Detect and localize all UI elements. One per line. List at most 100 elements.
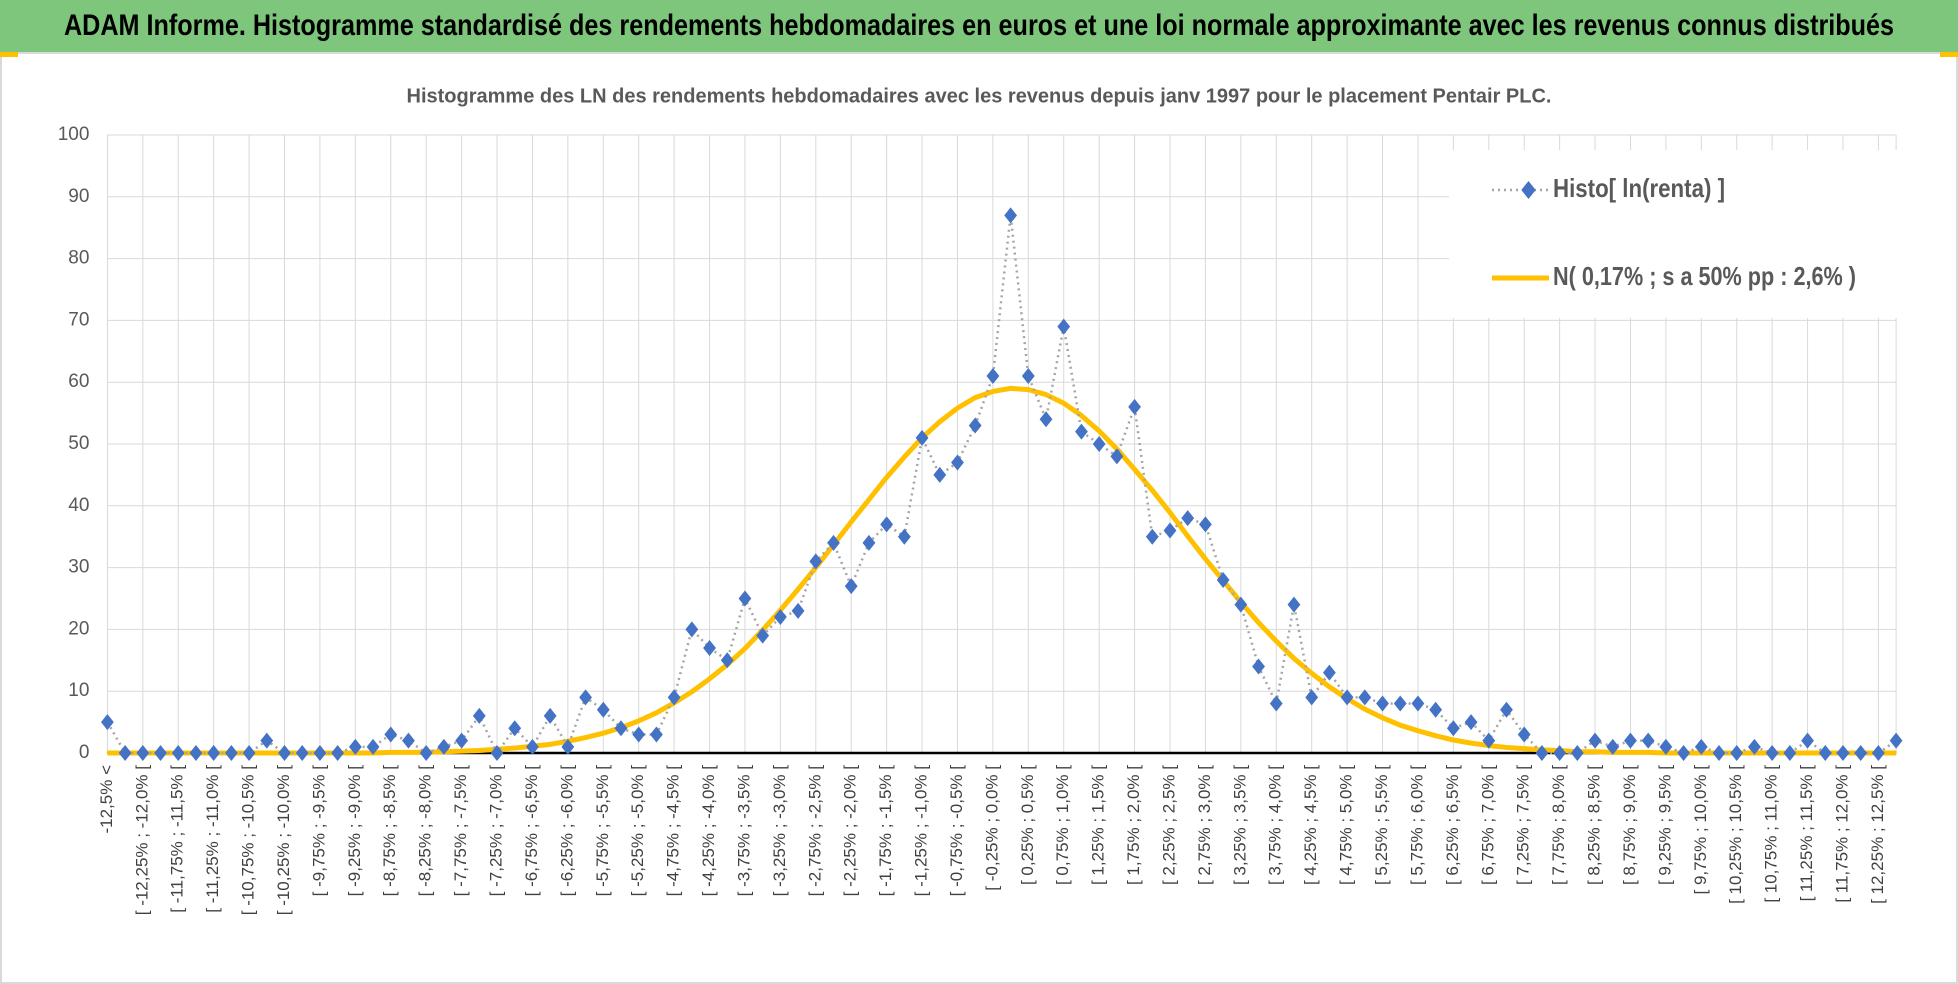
- x-tick-label: [ 1,75% ; 2,0% [: [1124, 765, 1143, 885]
- y-tick-label: 30: [68, 557, 89, 578]
- y-tick-label: 90: [68, 186, 89, 207]
- y-tick-label: 10: [68, 680, 89, 701]
- data-point: [1216, 571, 1230, 588]
- data-point: [968, 417, 982, 434]
- x-tick-label: [ -9,25% ; -9,0% [: [345, 765, 364, 897]
- corner: [1940, 52, 1958, 57]
- x-tick-label: [ 12,25% ; 12,5% [: [1868, 765, 1887, 904]
- x-tick-label: -12,5% <: [97, 765, 116, 834]
- data-point: [1659, 738, 1673, 755]
- x-tick-label: [ -6,25% ; -6,0% [: [557, 765, 576, 897]
- data-point: [1836, 745, 1850, 761]
- x-tick-label: [ 3,25% ; 3,5% [: [1230, 765, 1249, 885]
- data-point: [1535, 745, 1549, 761]
- data-point: [1748, 738, 1761, 755]
- data-point: [1234, 596, 1248, 613]
- data-point: [1305, 689, 1319, 706]
- data-point: [402, 732, 415, 749]
- data-point: [1075, 423, 1088, 440]
- data-point: [1854, 745, 1868, 761]
- data-point: [1553, 745, 1567, 761]
- x-tick-label: [ 11,75% ; 12,0% [: [1832, 765, 1851, 903]
- data-point: [1712, 745, 1726, 761]
- data-point: [313, 745, 327, 761]
- data-point: [242, 745, 256, 761]
- x-tick-label: [ -3,75% ; -3,5% [: [734, 765, 753, 897]
- x-tick-label: [ -2,75% ; -2,5% [: [805, 765, 824, 897]
- x-tick-label: [ -5,25% ; -5,0% [: [628, 765, 647, 897]
- chart-frame: [0, 52, 1958, 984]
- data-point: [1818, 745, 1832, 761]
- y-tick-label: 80: [68, 248, 89, 269]
- data-point: [632, 726, 646, 743]
- data-point: [1128, 398, 1141, 415]
- y-tick-label: 40: [68, 495, 89, 516]
- x-tick-label: [ -4,75% ; -4,5% [: [664, 765, 683, 897]
- legend-label: Histo[ ln(renta) ]: [1553, 173, 1725, 203]
- data-point: [1269, 695, 1283, 712]
- data-point: [437, 738, 451, 755]
- data-point: [1287, 596, 1301, 613]
- series-line: [106, 214, 1897, 755]
- data-point: [1181, 510, 1195, 527]
- x-tick-label: [ -1,75% ; -1,5% [: [876, 765, 895, 897]
- data-point: [419, 745, 433, 761]
- data-point: [1411, 695, 1425, 712]
- data-point: [773, 609, 787, 626]
- data-point: [1482, 732, 1496, 749]
- data-point: [331, 745, 345, 761]
- data-point: [295, 745, 309, 761]
- data-point: [897, 528, 911, 545]
- data-point: [101, 714, 114, 731]
- x-tick-label: [ 7,75% ; 8,0% [: [1549, 765, 1568, 885]
- data-point: [1039, 411, 1053, 428]
- x-tick-label: [ -8,75% ; -8,5% [: [380, 765, 399, 897]
- x-tick-label: [ 8,25% ; 8,5% [: [1585, 765, 1604, 885]
- data-point: [171, 745, 185, 761]
- data-point: [136, 745, 150, 761]
- data-point: [1429, 701, 1443, 718]
- x-tick-label: [ -10,75% ; -10,5% [: [239, 765, 258, 916]
- data-point: [933, 466, 947, 483]
- data-point: [260, 732, 274, 749]
- data-point: [118, 745, 132, 761]
- data-point: [685, 621, 699, 638]
- x-tick-label: [ 10,25% ; 10,5% [: [1726, 765, 1745, 904]
- data-point: [207, 745, 221, 761]
- data-point: [951, 454, 964, 471]
- data-point: [703, 639, 716, 656]
- data-point: [1730, 745, 1744, 761]
- data-point: [1464, 714, 1478, 731]
- x-tick-label: [ 0,75% ; 1,0% [: [1053, 765, 1072, 885]
- x-tick-label: [ 8,75% ; 9,0% [: [1620, 765, 1639, 885]
- x-tick-label: [ 0,25% ; 0,5% [: [1018, 765, 1037, 885]
- y-tick-label: 50: [68, 433, 89, 454]
- data-point: [880, 516, 894, 533]
- x-tick-label: [ -7,75% ; -7,5% [: [451, 765, 470, 897]
- x-tick-label: [ -11,75% ; -11,5% [: [168, 765, 187, 913]
- y-tick-label: 100: [58, 124, 90, 145]
- x-tick-label: [ -3,25% ; -3,0% [: [770, 765, 789, 897]
- data-point: [1110, 448, 1124, 465]
- data-point: [472, 707, 486, 724]
- data-point: [1641, 732, 1655, 749]
- data-point: [1889, 732, 1903, 749]
- x-tick-label: [ 7,25% ; 7,5% [: [1514, 765, 1533, 885]
- data-point: [189, 745, 203, 761]
- x-tick-label: [ 5,75% ; 6,0% [: [1407, 765, 1426, 885]
- data-point: [224, 745, 238, 761]
- x-tick-label: [ 1,25% ; 1,5% [: [1089, 765, 1108, 885]
- data-point: [791, 602, 805, 619]
- chart-title: Histogramme des LN des rendements hebdom…: [407, 85, 1552, 107]
- data-point: [1358, 689, 1372, 706]
- y-tick-label: 60: [68, 371, 89, 392]
- data-point: [1376, 695, 1389, 712]
- legend-label: N( 0,17% ; s a 50% pp : 2,6% ): [1553, 261, 1856, 291]
- x-tick-label: [ -9,75% ; -9,5% [: [309, 765, 328, 897]
- data-point: [1872, 745, 1885, 761]
- data-point: [614, 720, 628, 737]
- data-point: [650, 726, 663, 743]
- x-tick-label: [ -2,25% ; -2,0% [: [841, 765, 860, 897]
- x-tick-label: [ 2,75% ; 3,0% [: [1195, 765, 1214, 885]
